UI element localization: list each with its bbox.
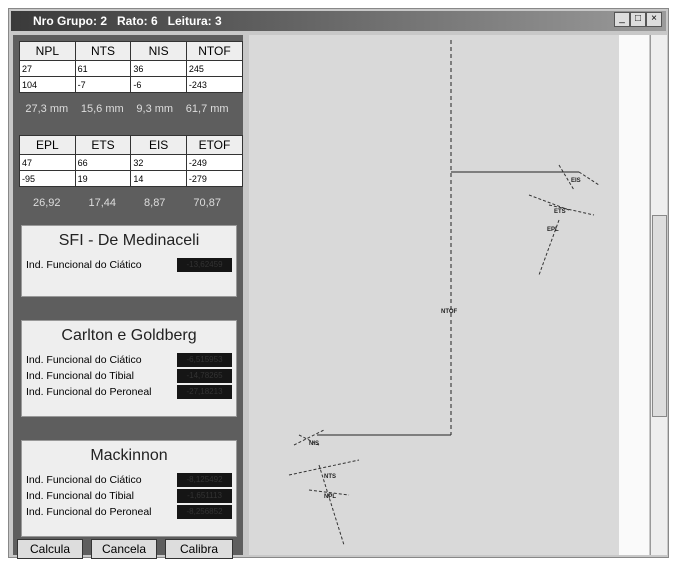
measure: 17,44	[89, 197, 117, 209]
cell: 104	[20, 77, 76, 93]
measure: 8,87	[144, 197, 165, 209]
cell: 36	[131, 61, 187, 77]
label: NTS	[324, 474, 336, 480]
index-row: Ind. Funcional do Tibial-1,651113	[26, 489, 232, 503]
measures: 26,92 17,44 8,87 70,87	[19, 197, 235, 209]
minimize[interactable]: _	[614, 12, 630, 27]
index-label: Ind. Funcional do Peroneal	[26, 506, 177, 518]
panel: Mackinnon Ind. Funcional do Ciático-8,125…	[21, 440, 237, 537]
index-value: -8,256852	[177, 505, 232, 519]
measures: 27,3 mm 15,6 mm 9,3 mm 61,7 mm	[19, 103, 235, 115]
header-cell: EPL	[20, 136, 76, 155]
measure: 61,7 mm	[186, 103, 229, 115]
footprint-image: EIS ETS EPL NTOF NIS NTS NPL	[249, 35, 619, 555]
cell: 32	[131, 155, 187, 171]
button[interactable]: Cancela	[91, 539, 157, 559]
window-title: Nro Grupo: 2 Rato: 6 Leitura: 3	[33, 14, 222, 28]
index-value: -8,125492	[177, 473, 232, 487]
panel: SFI - De Medinaceli Ind. Funcional do Ciá…	[21, 225, 237, 297]
cell: 19	[75, 171, 131, 187]
header-cell: ETOF	[186, 136, 242, 155]
e-foot	[529, 165, 599, 275]
window: Nro Grupo: 2 Rato: 6 Leitura: 3 _ □ × NP…	[8, 8, 669, 558]
index-value: -14,78265	[177, 369, 232, 383]
index-row: Ind. Funcional do Tibial-14,78265	[26, 369, 232, 383]
index-row: Ind. Funcional do Ciático-13,62459	[26, 258, 232, 272]
index-label: Ind. Funcional do Peroneal	[26, 386, 177, 398]
cell: 61	[75, 61, 131, 77]
cell: 245	[186, 61, 242, 77]
measure: 70,87	[193, 197, 221, 209]
label: EPL	[547, 227, 559, 233]
panel: Carlton e Goldberg Ind. Funcional do Ciát…	[21, 320, 237, 417]
row: 104-7-6-243	[20, 77, 243, 93]
header-cell: NTS	[75, 42, 131, 61]
n-foot	[289, 430, 359, 545]
scroll-thumb[interactable]	[652, 215, 667, 417]
measure: 26,92	[33, 197, 61, 209]
index-label: Ind. Funcional do Ciático	[26, 474, 177, 486]
header-cell: NPL	[20, 42, 76, 61]
cell: -7	[75, 77, 131, 93]
button[interactable]: Calcula	[17, 539, 83, 559]
image-margin	[619, 35, 649, 555]
cell: -95	[20, 171, 76, 187]
index-label: Ind. Funcional do Tibial	[26, 490, 177, 502]
cell: 14	[131, 171, 187, 187]
cell: 66	[75, 155, 131, 171]
cell: -243	[186, 77, 242, 93]
measure: 15,6 mm	[81, 103, 124, 115]
index-value: -27,18213	[177, 385, 232, 399]
index-row: Ind. Funcional do Ciático-6,515953	[26, 353, 232, 367]
cell: 27	[20, 61, 76, 77]
label: EIS	[571, 178, 581, 184]
index-row: Ind. Funcional do Peroneal-8,256852	[26, 505, 232, 519]
label: NTOF	[441, 309, 458, 315]
measure: 9,3 mm	[136, 103, 173, 115]
index-label: Ind. Funcional do Tibial	[26, 370, 177, 382]
header-cell: NTOF	[186, 42, 242, 61]
close[interactable]: ×	[646, 12, 662, 27]
cell: 47	[20, 155, 76, 171]
cell: -279	[186, 171, 242, 187]
maximize[interactable]: □	[630, 12, 646, 27]
header-cell: EIS	[131, 136, 187, 155]
panel-title: Carlton e Goldberg	[22, 327, 236, 345]
panel-title: SFI - De Medinaceli	[22, 232, 236, 250]
index-value: -1,651113	[177, 489, 232, 503]
index-label: Ind. Funcional do Ciático	[26, 259, 177, 271]
label: ETS	[554, 209, 566, 215]
footprint-drawing: EIS ETS EPL NTOF NIS NTS NPL	[249, 35, 619, 555]
index-value: -13,62459	[177, 258, 232, 272]
index-value: -6,515953	[177, 353, 232, 367]
label: NPL	[324, 494, 336, 500]
title-bar: Nro Grupo: 2 Rato: 6 Leitura: 3	[11, 11, 666, 31]
panel-title: Mackinnon	[22, 447, 236, 465]
scrollbar[interactable]	[650, 35, 667, 555]
index-row: Ind. Funcional do Ciático-8,125492	[26, 473, 232, 487]
header-cell: NIS	[131, 42, 187, 61]
cell: -6	[131, 77, 187, 93]
header-cell: ETS	[75, 136, 131, 155]
index-label: Ind. Funcional do Ciático	[26, 354, 177, 366]
index-row: Ind. Funcional do Peroneal-27,18213	[26, 385, 232, 399]
measure: 27,3 mm	[25, 103, 68, 115]
label: NIS	[309, 441, 319, 447]
cell: -249	[186, 155, 242, 171]
button[interactable]: Calibra	[165, 539, 233, 559]
